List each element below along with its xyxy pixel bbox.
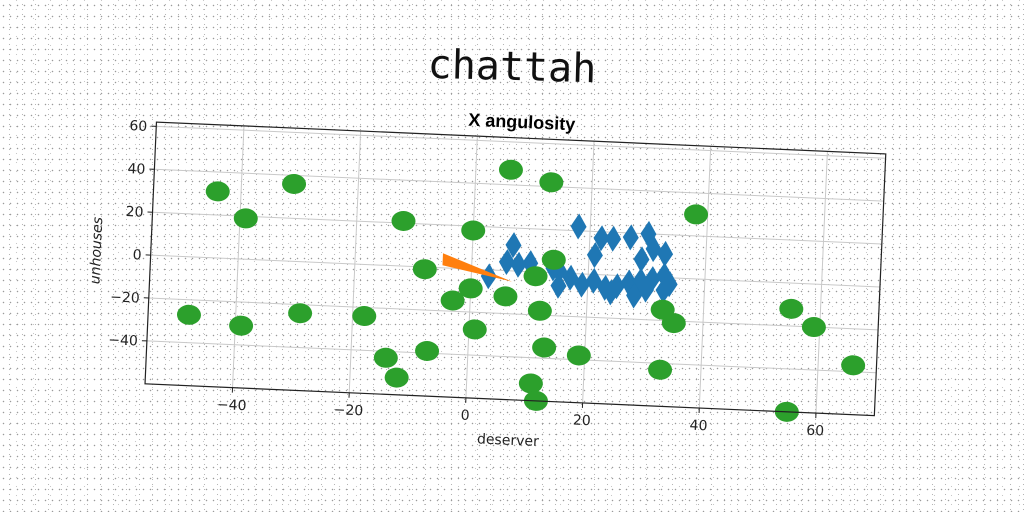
- blue-diamond-point: [640, 220, 657, 247]
- green-circle-point: [352, 306, 377, 327]
- data-marks: [176, 159, 866, 422]
- blue-diamond-point: [550, 272, 567, 299]
- green-circle-point: [288, 303, 313, 324]
- green-circle-point: [461, 220, 486, 241]
- green-circle-point: [498, 159, 523, 180]
- blue-diamond-point: [626, 282, 643, 309]
- blue-diamond-point: [570, 213, 587, 240]
- y-grid-line: [152, 211, 882, 245]
- green-circle-point: [205, 181, 230, 202]
- green-circle-point: [412, 259, 437, 280]
- y-tick-label: 40: [127, 161, 146, 178]
- blue-diamond-point: [562, 264, 579, 291]
- green-circle-point: [440, 290, 465, 311]
- x-grid-line: [348, 130, 362, 393]
- green-circle-point: [841, 355, 866, 376]
- blue-diamond-point: [620, 269, 637, 296]
- blue-diamond-point: [510, 251, 527, 278]
- y-tick-label: −20: [110, 289, 140, 306]
- green-circle-point: [233, 208, 258, 229]
- blue-diamond-point: [633, 246, 650, 273]
- green-circle-point: [518, 373, 543, 394]
- blue-diamond-point: [622, 224, 639, 251]
- x-tick-label: 40: [689, 418, 708, 435]
- green-circle-point: [539, 172, 564, 193]
- green-circle-point: [648, 359, 673, 380]
- y-axis-label: unhouses: [87, 217, 106, 285]
- blue-diamond-point: [638, 276, 655, 303]
- y-tick-label: 0: [132, 247, 142, 263]
- green-circle-point: [566, 345, 591, 366]
- green-circle-point: [532, 337, 557, 358]
- y-grid-line: [156, 125, 886, 159]
- plot-frame: [144, 121, 887, 417]
- blue-diamond-point: [602, 279, 619, 306]
- green-circle-point: [462, 319, 487, 340]
- y-grid-line: [146, 340, 877, 374]
- blue-diamond-point: [522, 250, 539, 277]
- green-circle-point: [391, 210, 416, 232]
- green-circle-point: [523, 266, 548, 287]
- x-tick-label: −20: [333, 402, 363, 419]
- y-grid-line: [154, 168, 884, 202]
- blue-diamond-point: [585, 267, 602, 294]
- x-tick-label: 0: [460, 408, 470, 424]
- axes-title: X angulosity: [468, 110, 576, 135]
- blue-diamond-point: [586, 242, 603, 269]
- green-circle-point: [493, 286, 518, 307]
- blue-diamond-point: [657, 240, 674, 267]
- x-axis-label: deserver: [477, 431, 540, 450]
- green-circle-point: [541, 249, 566, 270]
- y-grid-line: [148, 297, 879, 331]
- y-tick-label: −40: [108, 332, 138, 349]
- y-tick-label: 60: [129, 118, 148, 135]
- green-circle-point: [415, 340, 440, 362]
- x-grid-line: [232, 125, 245, 388]
- blue-diamond-point: [597, 274, 614, 301]
- green-circle-point: [684, 204, 709, 225]
- x-tick-label: 20: [573, 413, 592, 430]
- blue-diamond-point: [480, 263, 497, 290]
- green-circle-point: [779, 298, 804, 319]
- blue-diamond-point: [655, 277, 672, 304]
- axis-ticks: −40 −20 0 20 40 60 −40 −20 0 20 40 60: [108, 118, 825, 440]
- x-tick-label: −40: [217, 397, 247, 414]
- green-circle-point: [384, 367, 409, 388]
- green-circle-point: [801, 317, 826, 338]
- green-circle-point: [661, 313, 686, 334]
- blue-diamond-point: [498, 249, 515, 276]
- green-circle-point: [282, 173, 307, 194]
- blue-diamond-point: [605, 225, 622, 252]
- blue-diamond-point: [573, 271, 590, 298]
- blue-diamond-point: [593, 225, 610, 252]
- green-circle-point: [373, 347, 398, 368]
- y-tick-label: 20: [125, 204, 144, 221]
- orange-wedge-mark: [442, 253, 512, 282]
- blue-diamond-point: [645, 236, 662, 263]
- x-grid-line: [698, 146, 712, 409]
- green-circle-point: [458, 278, 483, 299]
- x-grid-line: [815, 151, 828, 414]
- green-circle-point: [527, 300, 552, 321]
- x-tick-label: 60: [806, 423, 825, 440]
- green-circle-point: [229, 315, 254, 336]
- blue-diamond-point: [505, 232, 522, 259]
- green-circle-point: [176, 304, 201, 325]
- blue-diamond-point: [656, 262, 673, 289]
